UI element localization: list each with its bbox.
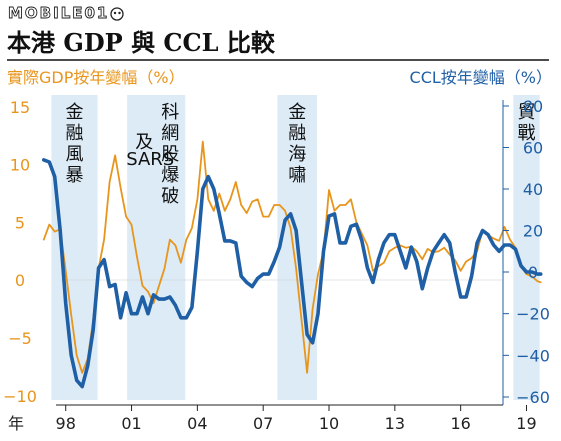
chart-title: 本港 GDP 與 CCL 比較 [7, 28, 276, 57]
right-tick-label-5: 0 [528, 263, 538, 282]
x-tick-label-2: 01 [121, 414, 141, 433]
x-tick-label-4: 07 [253, 414, 273, 433]
event-band-4 [513, 95, 540, 400]
event-band-label-4-1: 貿戰 [517, 102, 535, 144]
left-tick-label-4: 0 [15, 271, 25, 290]
right-tick-label-8: −60 [516, 388, 550, 407]
series-line-ccl [42, 158, 543, 389]
right-tick-label-4: 20 [523, 222, 543, 241]
x-tick-label-3: 04 [187, 414, 207, 433]
watermark-logo-icon [110, 7, 124, 21]
event-band-label-2-1: 科網股爆破 [161, 102, 179, 207]
left-tick-label-5: −5 [8, 329, 32, 348]
event-band-label-1-1: 金融風暴 [65, 102, 83, 186]
right-tick-label-1: 80 [523, 97, 543, 116]
left-tick-label-3: 5 [15, 213, 25, 232]
x-tick-label-7: 16 [450, 414, 470, 433]
right-axis-title: CCL按年變幅（%） [410, 68, 552, 87]
x-tick-label-8: 19 [516, 414, 536, 433]
series-lines [42, 140, 543, 389]
event-band-label-3-1: 金融海嘯 [288, 102, 306, 186]
right-tick-label-2: 60 [523, 139, 543, 158]
right-tick-label-3: 40 [523, 180, 543, 199]
left-tick-label-1: 15 [10, 98, 30, 117]
x-axis-label: 年 [8, 414, 24, 433]
right-tick-label-7: −40 [516, 346, 550, 365]
x-tick-label-1: 98 [56, 414, 76, 433]
series-line-gdp [42, 140, 542, 374]
x-tick-label-6: 13 [385, 414, 405, 433]
right-tick-label-6: −20 [516, 305, 550, 324]
left-axis-ticks: 15 10 5 0 −5 −10 [3, 98, 37, 406]
event-band-label-2-2: 及 SARS [126, 132, 174, 170]
x-tick-label-5: 10 [319, 414, 339, 433]
left-axis-title: 實際GDP按年變幅（%） [7, 68, 185, 87]
left-tick-label-2: 10 [10, 156, 30, 175]
left-tick-label-6: −10 [3, 387, 37, 406]
watermark-text: MOBILE01 [8, 4, 109, 22]
x-axis-ticks: 98 01 04 07 10 13 16 19 [56, 405, 537, 433]
right-axis-ticks: 80 60 40 20 0 −20 −40 −60 [503, 97, 550, 407]
